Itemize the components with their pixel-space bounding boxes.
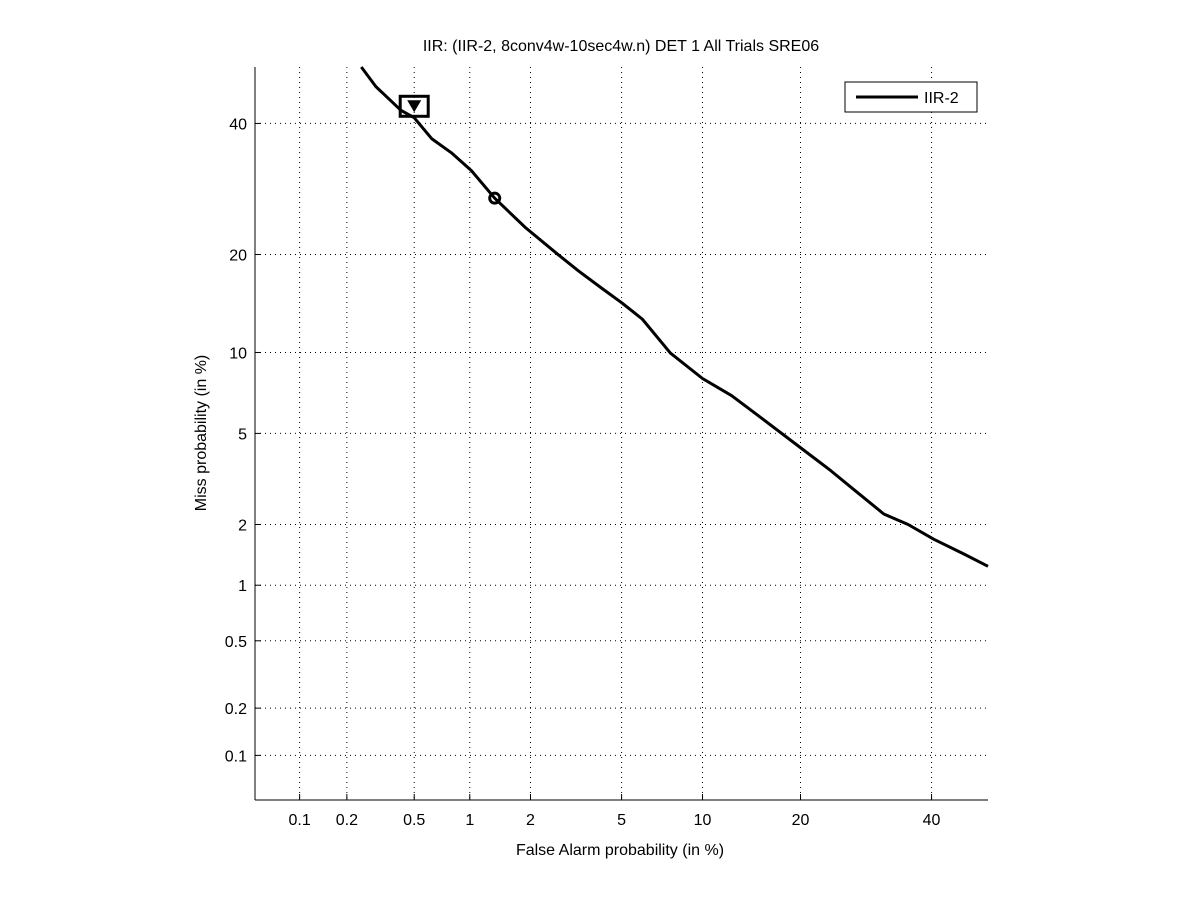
x-ticks: 0.1 0.2 0.5 1 2 5 10 20 40 [288, 794, 941, 829]
x-tick-label: 10 [694, 812, 712, 829]
x-axis-label: False Alarm probability (in %) [516, 842, 724, 859]
y-tick-label: 0.2 [225, 701, 247, 718]
x-tick-label: 5 [617, 812, 626, 829]
y-tick-label: 10 [229, 345, 247, 362]
chart-title: IIR: (IIR-2, 8conv4w-10sec4w.n) DET 1 Al… [423, 38, 819, 55]
y-tick-label: 2 [238, 517, 247, 534]
x-tick-label: 0.5 [403, 812, 425, 829]
x-tick-label: 0.1 [288, 812, 310, 829]
legend: IIR-2 [844, 81, 978, 113]
y-tick-label: 5 [238, 426, 247, 443]
circle-marker [488, 191, 502, 205]
y-tick-label: 1 [238, 578, 247, 595]
y-tick-label: 0.1 [225, 748, 247, 765]
x-tick-label: 40 [923, 812, 941, 829]
grid [255, 67, 988, 800]
y-axis-label: Miss probability (in %) [193, 355, 210, 511]
x-tick-label: 2 [526, 812, 535, 829]
y-ticks: 0.1 0.2 0.5 1 2 5 10 20 40 [225, 116, 261, 765]
triangle-marker [407, 100, 422, 113]
legend-label-iir-2: IIR-2 [924, 90, 959, 107]
x-tick-label: 20 [792, 812, 810, 829]
x-tick-label: 0.2 [336, 812, 358, 829]
markers-layer [398, 94, 502, 205]
y-tick-label: 0.5 [225, 634, 247, 651]
y-tick-label: 20 [229, 247, 247, 264]
series-layer [360, 66, 989, 568]
square-marker [398, 94, 430, 118]
x-tick-label: 1 [465, 812, 474, 829]
series-line-iir-2 [360, 66, 989, 568]
y-tick-label: 40 [229, 116, 247, 133]
